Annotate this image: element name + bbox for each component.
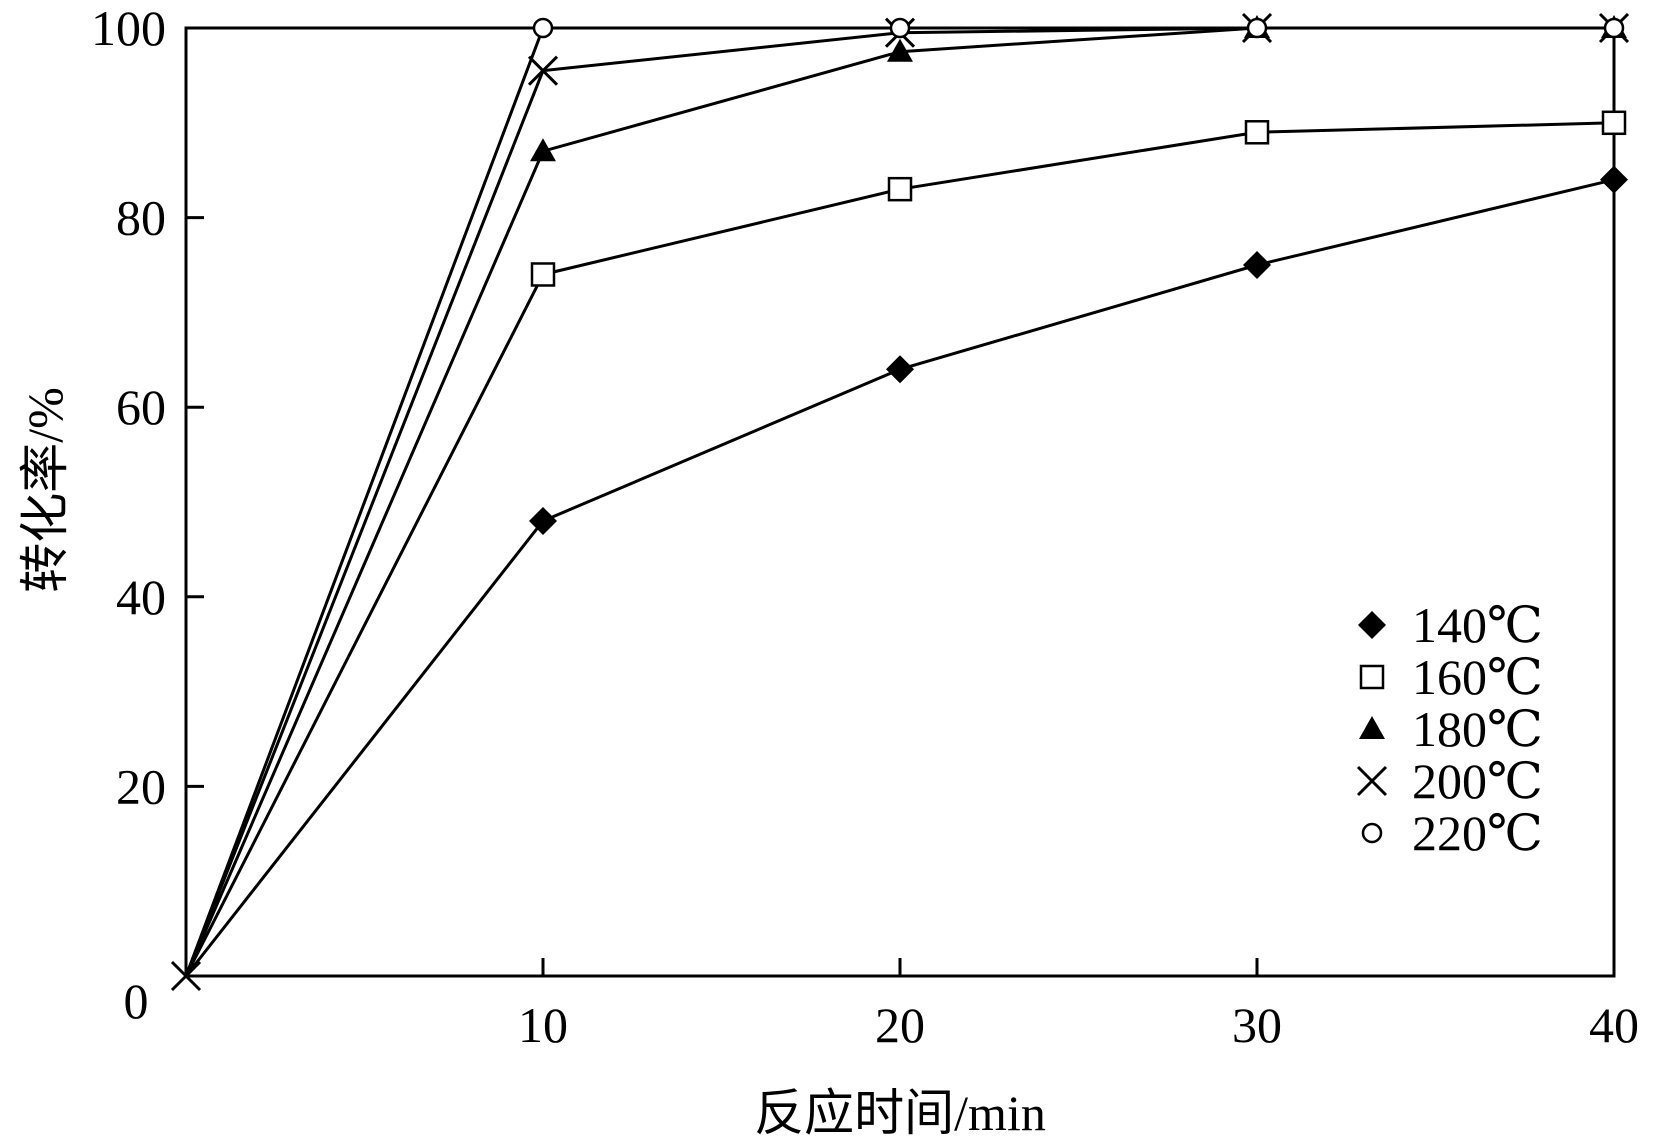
data-point [529, 506, 557, 535]
circle-marker [889, 17, 911, 39]
legend-label: 140℃ [1412, 597, 1543, 653]
series-line-5 [184, 26, 1614, 977]
legend-item: 200℃ [1356, 753, 1543, 809]
plot-frame [184, 26, 1616, 978]
diamond-marker [529, 506, 557, 535]
circle-marker [532, 17, 554, 39]
series-line-2 [184, 121, 1615, 977]
square-marker [530, 262, 556, 287]
circle-marker [1246, 17, 1268, 39]
data-point [530, 262, 556, 287]
legend-item: 220℃ [1361, 805, 1543, 861]
x-tick-label: 10 [518, 997, 568, 1053]
data-point [170, 960, 202, 992]
cross-marker-stroke [527, 55, 559, 86]
y-tick-label: 60 [116, 379, 166, 435]
circle-marker [1361, 822, 1383, 844]
legend-marker [1356, 765, 1388, 797]
x-tick-label: 30 [1232, 997, 1282, 1053]
data-point [887, 38, 913, 62]
triangle-marker [530, 138, 556, 162]
axis-ticks [186, 216, 1259, 976]
data-point [1600, 165, 1628, 194]
legend-item: 160℃ [1359, 649, 1543, 705]
x-tick-label: 40 [1589, 997, 1639, 1053]
circle-marker [1603, 17, 1625, 39]
axis-tick-labels: 0 10 20 30 40 20 40 60 80 100 [91, 0, 1639, 1053]
y-tick-label: 20 [116, 758, 166, 814]
cross-marker-stroke [1356, 765, 1388, 797]
legend-marker [1361, 822, 1383, 844]
data-point [527, 55, 559, 86]
data-point [889, 17, 911, 39]
data-point [1603, 17, 1625, 39]
square-marker [1359, 664, 1385, 690]
data-point [887, 176, 913, 202]
diamond-marker [1600, 165, 1628, 194]
x-tick-label: 20 [875, 997, 925, 1053]
data-point [1243, 251, 1271, 279]
square-marker [887, 176, 913, 202]
legend-label: 160℃ [1412, 649, 1543, 705]
series-line-4 [184, 26, 1614, 977]
data-point [530, 138, 556, 162]
x-axis-title: 反应时间/min [754, 1085, 1046, 1141]
y-axis-title: 转化率/% [17, 387, 73, 593]
legend-marker [1358, 611, 1386, 639]
square-marker [1244, 120, 1270, 145]
legend-label: 180℃ [1412, 701, 1543, 757]
diamond-marker [1243, 251, 1271, 279]
series-line-3 [184, 26, 1614, 977]
diamond-marker [1358, 611, 1386, 639]
legend-marker [1359, 716, 1385, 739]
data-point [1246, 17, 1268, 39]
y-tick-label: 40 [116, 569, 166, 625]
data-point [1601, 110, 1627, 136]
y-tick-label: 100 [91, 0, 166, 56]
data-point [886, 355, 914, 384]
legend-item: 180℃ [1359, 701, 1543, 757]
series-line-1 [184, 178, 1615, 977]
diamond-marker [886, 355, 914, 384]
data-point [532, 17, 554, 39]
y-tick-label: 80 [116, 190, 166, 246]
data-series [170, 12, 1630, 992]
cross-marker-stroke [170, 960, 202, 992]
legend-item: 140℃ [1358, 597, 1543, 653]
legend-label: 220℃ [1412, 805, 1543, 861]
square-marker [1601, 110, 1627, 136]
x-tick-label: 0 [124, 973, 149, 1029]
data-point [1244, 120, 1270, 145]
legend-label: 200℃ [1412, 753, 1543, 809]
triangle-marker [887, 38, 913, 62]
triangle-marker [1359, 716, 1385, 739]
legend-marker [1359, 664, 1385, 690]
